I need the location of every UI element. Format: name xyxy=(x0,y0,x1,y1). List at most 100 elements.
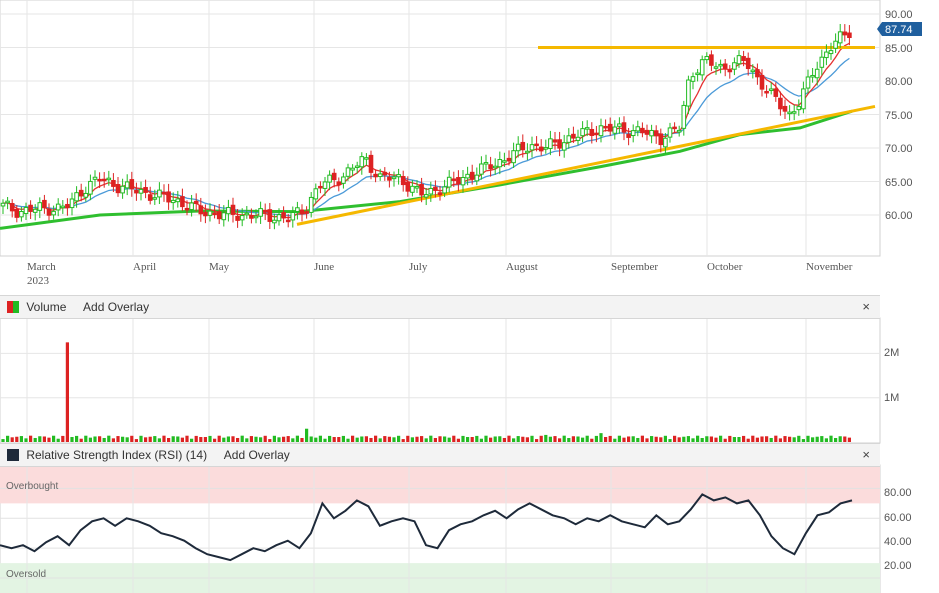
candle-body xyxy=(520,141,526,151)
candle-body xyxy=(658,133,664,146)
candle-body xyxy=(663,137,668,148)
candle-body xyxy=(640,127,645,134)
candle-body xyxy=(373,173,378,178)
volume-bar xyxy=(65,342,69,442)
rsi-color-swatch xyxy=(7,449,19,461)
candle-body xyxy=(423,194,429,198)
candle-body xyxy=(782,105,788,112)
volume-bar xyxy=(668,439,672,442)
overbought-zone xyxy=(0,466,880,504)
volume-bar xyxy=(820,436,824,442)
rsi-tick: 20.00 xyxy=(884,560,912,572)
candle-body xyxy=(14,208,20,218)
volume-bar xyxy=(29,435,33,442)
volume-bar xyxy=(406,435,410,442)
candle-body xyxy=(19,211,24,218)
candle-body xyxy=(543,147,549,150)
volume-bar xyxy=(107,435,111,442)
candle-body xyxy=(419,183,424,196)
price-y-axis: 90.00 85.00 80.00 75.00 70.00 65.00 60.0… xyxy=(885,9,913,222)
candle-body xyxy=(497,159,503,168)
candle-body xyxy=(575,136,581,141)
volume-bar xyxy=(599,433,603,442)
candle-body xyxy=(479,163,484,175)
price-tick: 70.00 xyxy=(885,143,913,155)
candlesticks xyxy=(0,23,852,230)
volume-bar xyxy=(806,435,810,442)
candle-body xyxy=(525,150,530,154)
volume-bar xyxy=(475,435,479,442)
candle-body xyxy=(377,173,383,178)
candle-body xyxy=(203,211,208,217)
volume-bar xyxy=(75,435,79,442)
candle-body xyxy=(78,189,84,197)
volume-bar xyxy=(263,435,267,442)
volume-bar xyxy=(282,436,286,442)
volume-bar xyxy=(590,438,594,442)
volume-bar xyxy=(847,437,851,442)
volume-bar xyxy=(226,436,230,442)
candle-body xyxy=(88,180,93,195)
candle-body xyxy=(580,128,585,137)
volume-bar xyxy=(801,439,805,442)
volume-bar xyxy=(424,438,428,442)
candle-body xyxy=(773,88,779,97)
candle-body xyxy=(492,165,498,169)
candle-body xyxy=(322,181,328,189)
candle-body xyxy=(189,202,194,211)
volume-bar xyxy=(231,436,235,442)
volume-bar xyxy=(401,439,405,442)
candle-body xyxy=(538,146,544,152)
candle-body xyxy=(120,185,125,194)
month-label: July xyxy=(409,261,428,273)
candle-body xyxy=(704,56,710,61)
candle-body xyxy=(97,178,102,182)
candle-body xyxy=(594,132,599,136)
rsi-close-icon[interactable]: × xyxy=(862,447,870,462)
candle-body xyxy=(828,50,834,55)
candle-body xyxy=(253,215,259,219)
candle-body xyxy=(327,174,332,183)
volume-bar xyxy=(328,435,332,442)
candle-body xyxy=(755,69,760,78)
candle-body xyxy=(207,210,213,216)
volume-bar xyxy=(305,428,309,442)
volume-bar xyxy=(562,435,566,442)
month-label: August xyxy=(506,261,538,273)
volume-bar xyxy=(291,438,295,442)
volume-bar xyxy=(742,435,746,442)
volume-bar xyxy=(153,436,157,442)
volume-bar xyxy=(838,436,842,442)
candle-body xyxy=(474,174,480,182)
volume-bar xyxy=(420,436,424,442)
volume-bar xyxy=(222,437,226,442)
volume-bar xyxy=(61,435,65,442)
volume-bar xyxy=(121,436,125,442)
volume-bar xyxy=(88,437,92,442)
candle-body xyxy=(230,204,236,215)
price-tick: 75.00 xyxy=(885,110,913,122)
volume-bar xyxy=(56,438,60,442)
candle-body xyxy=(722,63,728,69)
volume-bar xyxy=(364,436,368,442)
rsi-add-overlay-button[interactable]: Add Overlay xyxy=(223,448,290,462)
candle-body xyxy=(548,138,553,149)
volume-tick: 2M xyxy=(884,347,899,359)
trend-lines xyxy=(296,46,876,226)
volume-add-overlay-button[interactable]: Add Overlay xyxy=(83,300,150,314)
volume-bar xyxy=(277,437,281,442)
candle-body xyxy=(267,209,273,222)
volume-bar xyxy=(705,436,709,442)
volume-bar xyxy=(723,438,727,442)
volume-bar xyxy=(351,435,355,442)
volume-close-icon[interactable]: × xyxy=(862,299,870,314)
volume-bar xyxy=(217,435,221,442)
candle-body xyxy=(451,178,457,181)
candle-body xyxy=(249,215,254,219)
candle-body xyxy=(170,199,176,204)
year-label: 2023 xyxy=(27,275,50,287)
candle-body xyxy=(502,160,507,163)
volume-bar xyxy=(337,437,341,442)
candle-body xyxy=(709,54,714,66)
candle-body xyxy=(410,185,415,193)
